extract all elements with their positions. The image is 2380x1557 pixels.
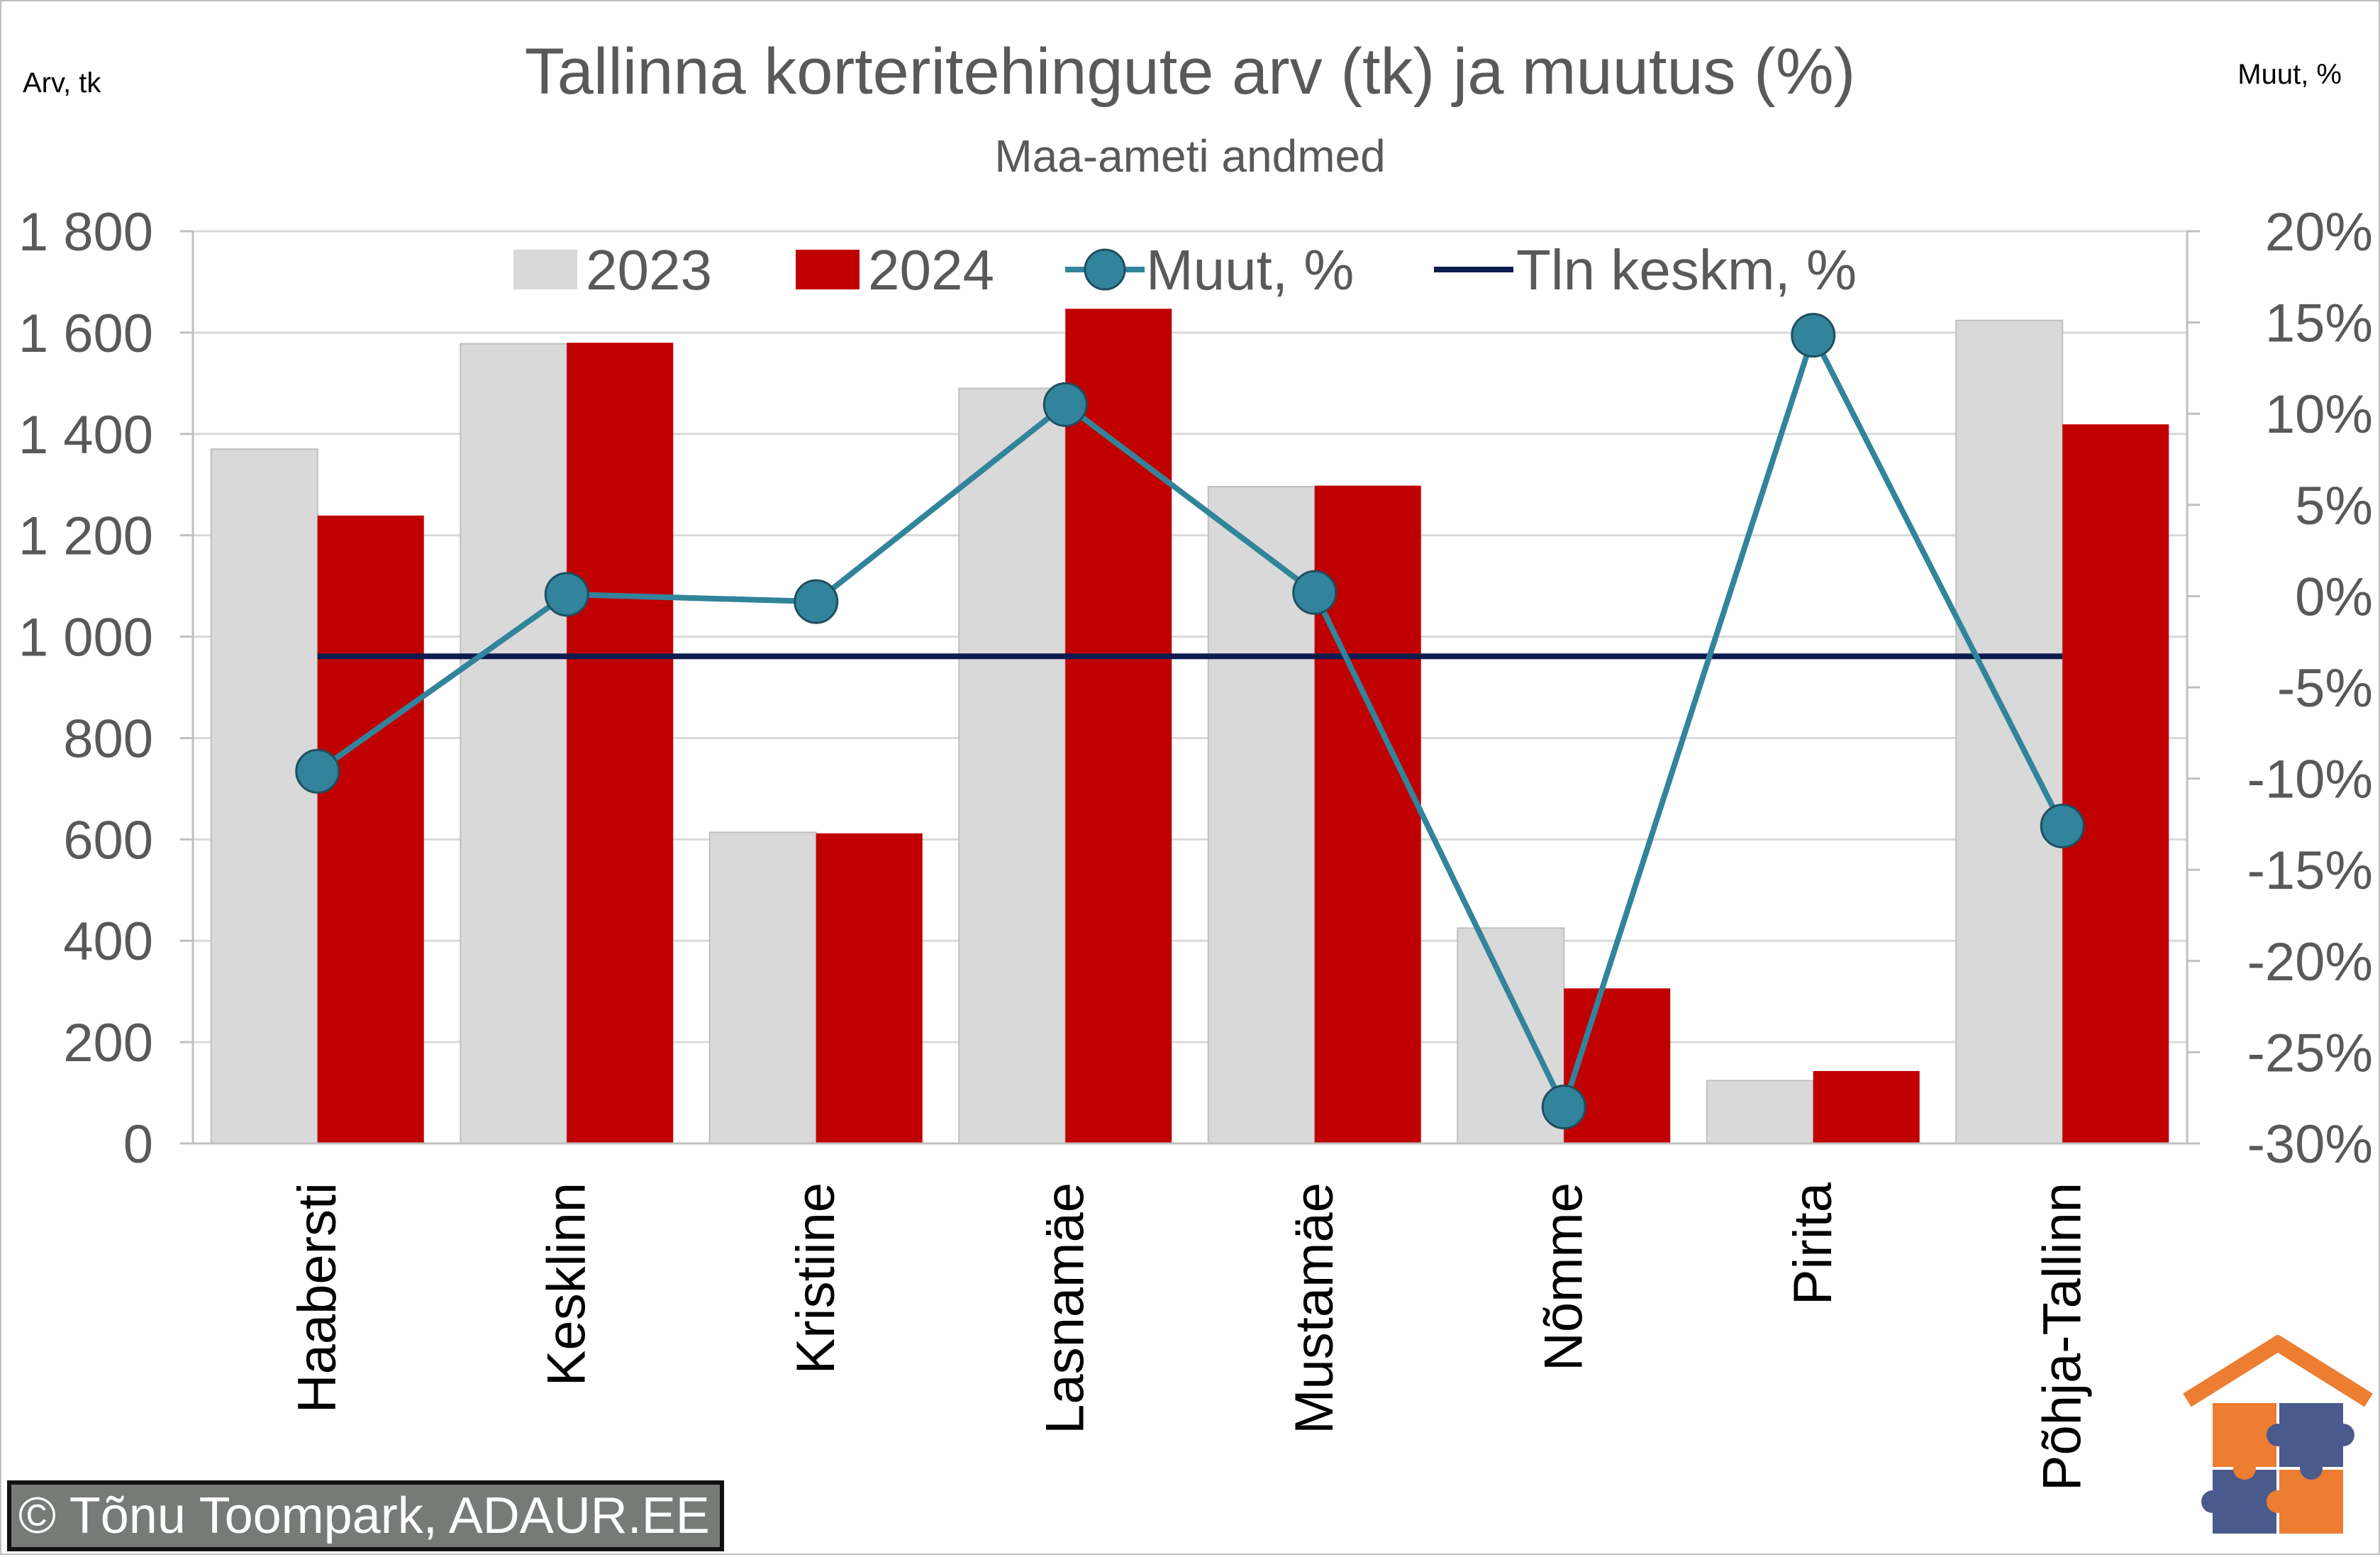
bar-2023-Põhja-Tallinn <box>1955 319 2064 1145</box>
category-label: Lasnamäe <box>1035 1182 1095 1434</box>
left-axis-title: Arv, tk <box>23 67 101 99</box>
bar-2024-Kristiine <box>816 833 923 1143</box>
copyright-banner: © Tõnu Toompark, ADAUR.EE <box>7 1480 724 1551</box>
category-label: Kristiine <box>786 1182 846 1374</box>
bar-2023-Lasnamäe <box>958 387 1067 1144</box>
bar-2023-Pirita <box>1706 1080 1814 1145</box>
bar-2024-Põhja-Tallinn <box>2062 424 2169 1143</box>
bar-2023-Haabersti <box>210 448 318 1144</box>
category-label: Kesklinn <box>536 1182 596 1386</box>
right-tick-label: -5% <box>2277 658 2373 719</box>
legend-label-average: Tln keskm, % <box>1516 238 1857 301</box>
category-label: Haabersti <box>287 1182 347 1413</box>
right-tick-label: -25% <box>2247 1023 2373 1083</box>
chart-subtitle: Maa-ameti andmed <box>994 131 1385 182</box>
change-marker-Kristiine <box>794 579 839 624</box>
change-marker-Nõmme <box>1541 1085 1586 1130</box>
lines <box>295 313 2085 1130</box>
left-tick-label: 1 000 <box>18 608 153 668</box>
left-tick-label: 600 <box>63 810 153 870</box>
bar-2024-Kesklinn <box>567 343 674 1144</box>
bar-2024-Pirita <box>1813 1070 1920 1143</box>
left-tick-label: 1 200 <box>18 506 153 567</box>
bar-2023-Kesklinn <box>460 343 568 1144</box>
right-tick-label: 5% <box>2295 476 2373 536</box>
change-marker-Pirita <box>1791 313 1836 358</box>
change-marker-Põhja-Tallinn <box>2040 803 2085 848</box>
right-tick-label: 10% <box>2265 384 2373 445</box>
category-label: Mustamäe <box>1284 1182 1345 1434</box>
right-tick-label: 20% <box>2265 202 2373 262</box>
right-tick-label: -15% <box>2247 841 2373 901</box>
legend-label-2023: 2023 <box>586 238 712 301</box>
change-marker-Kesklinn <box>544 572 589 617</box>
bars <box>210 309 2169 1145</box>
change-marker-Haabersti <box>295 748 340 794</box>
puzzle-house-logo <box>2183 1335 2373 1534</box>
legend-swatch-2023 <box>513 250 577 289</box>
axes: 0 200 400 600 800 1 000 1 200 1 400 1 600 1 800 -3… <box>18 202 2373 1491</box>
change-line <box>316 332 2065 1110</box>
change-marker-Mustamäe <box>1292 570 1338 615</box>
left-tick-label: 1 800 <box>18 202 153 262</box>
chart-title: Tallinna korteritehingute arv (tk) ja mu… <box>525 35 1856 108</box>
change-marker-Lasnamäe <box>1042 382 1088 427</box>
legend-marker-change <box>1084 248 1126 291</box>
left-tick-label: 1 600 <box>18 304 153 364</box>
category-label: Nõmme <box>1533 1182 1594 1371</box>
right-tick-label: 15% <box>2265 294 2373 354</box>
legend-label-change: Muut, % <box>1146 238 1354 301</box>
bar-2023-Kristiine <box>708 831 817 1144</box>
right-tick-label: -10% <box>2247 750 2373 810</box>
right-tick-label: -30% <box>2247 1114 2373 1175</box>
left-tick-label: 0 <box>123 1114 153 1175</box>
legend-label-2024: 2024 <box>868 238 994 301</box>
left-tick-label: 800 <box>63 709 153 769</box>
legend-swatch-2024 <box>796 250 860 289</box>
category-label: Põhja-Tallinn <box>2032 1182 2092 1491</box>
right-tick-label: 0% <box>2295 567 2373 627</box>
right-tick-label: -20% <box>2247 932 2373 992</box>
bar-2024-Haabersti <box>317 515 424 1143</box>
category-label: Pirita <box>1783 1182 1843 1305</box>
left-tick-label: 1 400 <box>18 405 153 465</box>
legend: 2023 2024 Muut, % Tln keskm, % <box>513 238 1857 301</box>
left-tick-label: 400 <box>63 912 153 972</box>
bar-2024-Lasnamäe <box>1065 309 1172 1143</box>
left-tick-label: 200 <box>63 1013 153 1073</box>
right-axis-title: Muut, % <box>2237 59 2342 90</box>
